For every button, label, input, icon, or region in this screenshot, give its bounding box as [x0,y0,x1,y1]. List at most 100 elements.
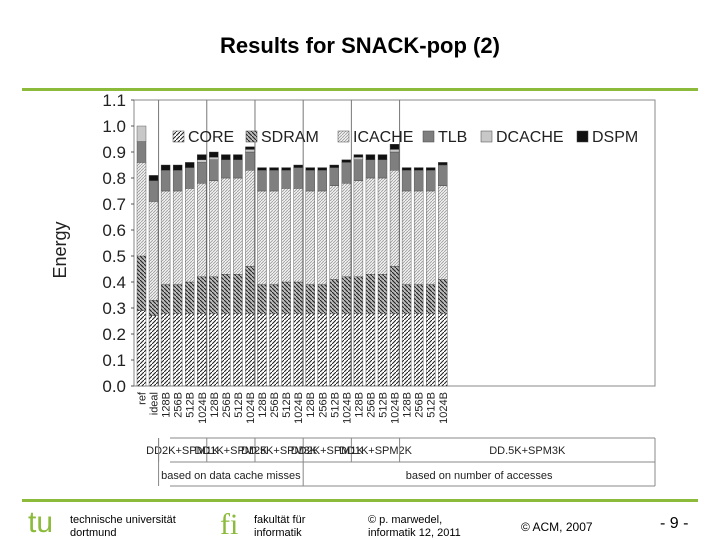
bar-icache-23 [413,190,424,285]
x-tick-label: 1024B [293,392,305,424]
bar-core-11 [269,313,279,387]
bar-sdram-24 [426,284,436,314]
bar-tlb-8 [233,159,243,179]
bar-sdram-10 [257,284,267,314]
legend-swatch-dspm [576,130,589,143]
bar-icache-12 [281,188,291,283]
bar-tlb-22 [401,169,412,192]
bar-tlb-7 [221,159,231,179]
bar-dspm-4 [184,162,195,168]
bar-tlb-9 [245,151,255,171]
y-tick-label: 0.8 [102,169,126,188]
bar-core-8 [233,313,243,387]
bar-tlb-0 [136,141,147,163]
bar-dspm-12 [281,167,291,171]
legend-label-sdram: SDRAM [261,129,319,146]
bar-dspm-8 [233,154,243,161]
bar-tlb-10 [257,169,267,192]
legend-label-dcache: DCACHE [496,129,564,146]
bar-sdram-13 [293,281,303,314]
y-tick-label: 0.5 [102,247,126,266]
x-tick-label: 128B [161,392,173,418]
y-tick-label: 1.1 [102,91,126,110]
bar-icache-6 [209,180,219,278]
bar-core-10 [257,313,267,387]
bar-core-13 [293,313,303,387]
legend-swatch-tlb [422,130,435,143]
bar-dspm-18 [353,154,364,158]
x-tick-label: 1024B [438,392,450,424]
bar-dspm-20 [377,154,388,161]
x-tick-label: ideal [149,392,161,415]
bar-sdram-16 [329,279,339,314]
bar-dspm-9 [245,146,255,150]
bar-tlb-1 [148,180,159,202]
y-tick-label: 0.0 [102,377,126,396]
bar-core-4 [184,313,195,387]
fi-logo-text: fi [220,508,238,538]
bar-tlb-16 [329,167,339,187]
bar-sdram-25 [438,279,448,314]
bar-sdram-12 [281,281,291,314]
bar-dcache-18 [353,156,364,160]
bar-icache-17 [341,182,352,277]
bar-core-21 [389,313,400,387]
bar-icache-25 [438,185,448,280]
bar-tlb-12 [281,169,291,189]
fi-logo: fi [220,508,238,538]
bar-tlb-11 [269,169,279,192]
bar-icache-9 [245,169,255,267]
tu-logo: tu [28,508,53,536]
author-line-1: © p. marwedel, [368,514,443,526]
x-tick-label: 512B [233,392,245,418]
bar-core-25 [438,313,448,387]
bar-core-18 [353,313,364,387]
bar-tlb-19 [365,159,376,179]
x-tick-label: 128B [305,392,317,418]
bar-dspm-7 [221,154,231,161]
bar-tlb-6 [209,159,219,181]
x-tick-label: 1024B [197,392,209,424]
bar-sdram-23 [413,284,424,314]
bar-sdram-2 [160,284,171,314]
bar-dspm-19 [365,154,376,161]
group-label-4: DD1K+SPM2K [339,445,413,457]
bar-sdram-18 [353,276,364,314]
bar-icache-18 [353,180,364,278]
bar-dcache-5 [197,159,207,163]
y-axis-title: Energy [50,221,70,278]
x-tick-label: 128B [257,392,269,418]
bar-sdram-21 [389,266,400,314]
x-tick-label: 128B [209,392,221,418]
footer-rule [22,499,698,502]
bar-core-15 [317,313,327,387]
bar-tlb-18 [353,159,364,181]
legend-swatch-sdram [245,130,258,143]
author-line-2: informatik 12, 2011 [368,527,461,539]
bar-icache-7 [221,177,231,275]
bar-tlb-3 [172,169,183,192]
bar-dcache-21 [389,149,400,153]
bar-sdram-7 [221,274,231,314]
y-tick-label: 0.4 [102,273,126,292]
y-tick-label: 0.3 [102,299,126,318]
x-tick-label: 256B [365,392,377,418]
bar-core-9 [245,313,255,387]
bar-core-24 [426,313,436,387]
bar-sdram-11 [269,284,279,314]
bar-dspm-17 [341,159,352,163]
bar-sdram-8 [233,274,243,314]
bar-icache-11 [269,190,279,285]
x-tick-label: 256B [317,392,329,418]
x-tick-label: 256B [269,392,281,418]
x-tick-label: 1024B [390,392,402,424]
legend-label-tlb: TLB [438,129,467,146]
bar-icache-10 [257,190,267,285]
bar-icache-22 [401,190,412,285]
super-group-label-0: based on data cache misses [161,470,301,482]
bar-dspm-10 [257,167,267,171]
bar-icache-2 [160,190,171,285]
bar-core-23 [413,313,424,387]
legend-label-dspm: DSPM [592,129,638,146]
bar-icache-19 [365,177,376,275]
